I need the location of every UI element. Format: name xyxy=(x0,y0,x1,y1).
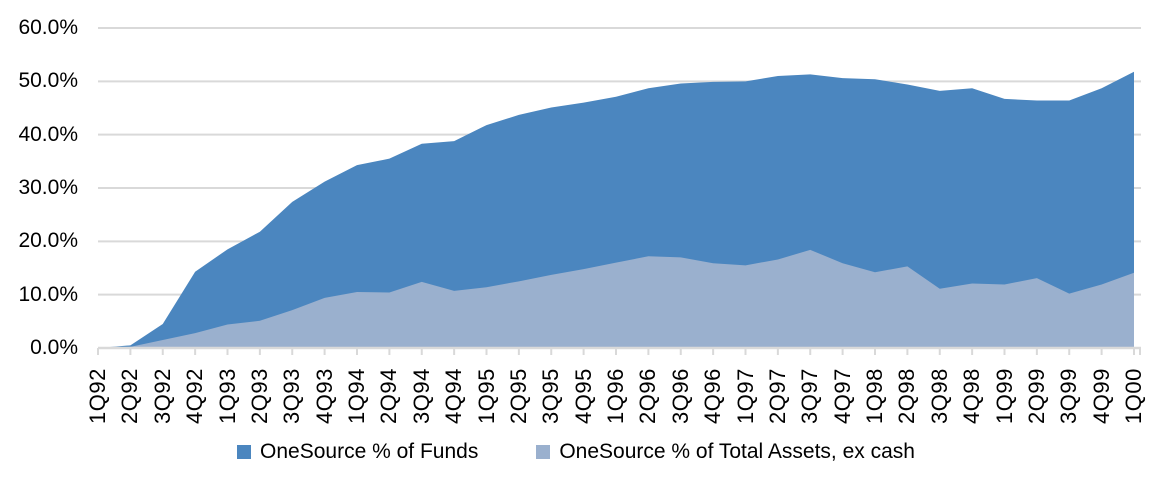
x-axis-label: 2Q97 xyxy=(764,368,790,424)
legend-swatch-funds-icon xyxy=(237,445,252,459)
x-axis-label: 1Q92 xyxy=(85,368,110,424)
x-axis-label: 4Q98 xyxy=(959,368,985,424)
x-axis-label: 3Q98 xyxy=(926,368,952,424)
x-axis-label: 4Q93 xyxy=(311,368,337,424)
plot-area xyxy=(97,27,1141,355)
y-axis-label: 50.0% xyxy=(18,69,78,93)
x-axis-label: 3Q97 xyxy=(797,368,823,424)
x-axis-label: 2Q98 xyxy=(894,368,920,424)
x-axis-label: 1Q95 xyxy=(473,368,499,424)
x-axis-label: 2Q93 xyxy=(246,368,272,424)
x-axis-label: 4Q92 xyxy=(182,368,208,424)
x-axis-label: 2Q92 xyxy=(117,368,143,424)
x-axis-label: 2Q95 xyxy=(505,368,531,424)
x-axis-label: 3Q95 xyxy=(538,368,564,424)
x-axis-label: 4Q96 xyxy=(700,368,726,424)
x-axis-label: 1Q93 xyxy=(214,368,240,424)
area-series-assets xyxy=(98,249,1134,348)
y-axis-label: 30.0% xyxy=(18,176,78,199)
legend-label-funds: OneSource % of Funds xyxy=(260,440,479,463)
x-axis-label: 3Q96 xyxy=(667,368,693,424)
y-axis-label: 60.0% xyxy=(18,16,78,39)
x-axis-label: 1Q96 xyxy=(603,368,628,424)
x-axis-label: 1Q94 xyxy=(344,368,369,424)
x-axis-label: 3Q99 xyxy=(1056,368,1082,424)
x-axis-label: 4Q94 xyxy=(441,368,467,424)
legend-swatch-assets-icon xyxy=(536,445,551,459)
x-axis-label: 2Q94 xyxy=(376,368,402,424)
x-axis-label: 3Q93 xyxy=(279,368,305,424)
chart-legend: OneSource % of Funds OneSource % of Tota… xyxy=(0,440,1152,464)
x-axis-label: 3Q94 xyxy=(408,368,434,424)
x-axis-label: 4Q97 xyxy=(829,368,855,424)
x-axis-label: 4Q99 xyxy=(1088,368,1114,424)
y-axis-label: 20.0% xyxy=(18,229,78,253)
x-axis-label: 2Q96 xyxy=(635,368,661,424)
y-axis-label: 40.0% xyxy=(18,122,78,146)
legend-item-assets: OneSource % of Total Assets, ex cash xyxy=(536,440,915,464)
x-axis-label: 1Q99 xyxy=(991,368,1017,424)
x-axis-label: 1Q00 xyxy=(1121,368,1146,424)
y-axis-label: 10.0% xyxy=(18,282,78,306)
y-axis-label: 0.0% xyxy=(30,336,78,359)
x-axis-label: 3Q92 xyxy=(149,368,175,424)
x-axis-label: 2Q99 xyxy=(1023,368,1049,424)
x-axis-label: 4Q95 xyxy=(570,368,596,424)
x-axis-label: 1Q97 xyxy=(732,368,758,424)
legend-item-funds: OneSource % of Funds xyxy=(237,440,478,464)
x-axis-label: 1Q98 xyxy=(862,368,887,424)
legend-label-assets: OneSource % of Total Assets, ex cash xyxy=(559,440,915,463)
